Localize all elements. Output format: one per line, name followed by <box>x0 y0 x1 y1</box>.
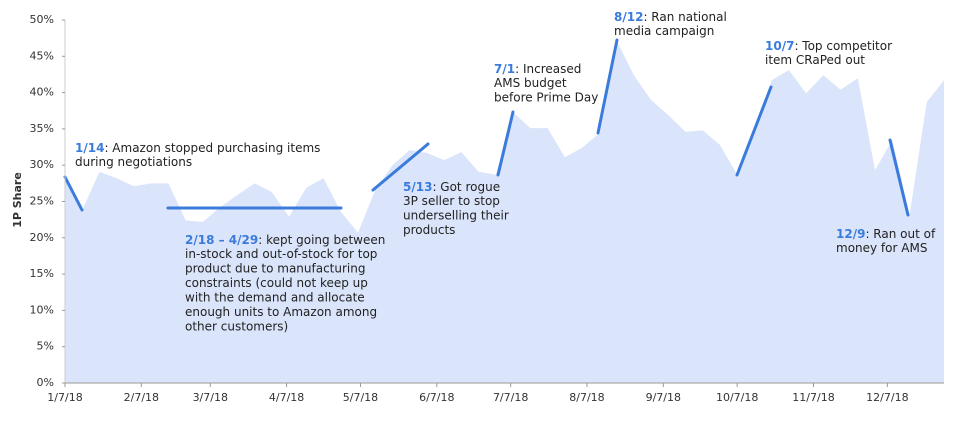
annotation: money for AMS <box>836 241 927 255</box>
annotation-text: : Top competitor <box>794 39 892 53</box>
y-tick-label: 30% <box>30 158 54 171</box>
x-tick-label: 4/7/18 <box>269 391 304 404</box>
annotation: with the demand and allocate <box>185 291 365 305</box>
annotation-text: : Amazon stopped purchasing items <box>104 141 320 155</box>
annotation: 8/12: Ran national <box>614 10 727 24</box>
x-tick-label: 2/7/18 <box>124 391 159 404</box>
annotation-text: : Increased <box>515 62 581 76</box>
x-tick-label: 6/7/18 <box>419 391 454 404</box>
area <box>65 40 944 383</box>
x-tick-label: 3/7/18 <box>193 391 228 404</box>
annotation-segments <box>63 38 910 217</box>
annotation-line <box>888 138 910 217</box>
x-tick-label: 5/7/18 <box>343 391 378 404</box>
annotation-text: : Ran national <box>643 10 726 24</box>
annotation-line <box>496 110 515 177</box>
y-tick-label: 25% <box>30 195 54 208</box>
y-tick-label: 0% <box>37 376 54 389</box>
x-tick-label: 10/7/18 <box>716 391 758 404</box>
annotation: 5/13: Got rogue <box>403 180 500 194</box>
annotation: other customers) <box>185 320 288 334</box>
x-tick-label: 12/7/18 <box>866 391 908 404</box>
y-tick-label: 45% <box>30 49 54 62</box>
annotation: underselling their <box>403 209 509 223</box>
annotation: in-stock and out-of-stock for top <box>185 247 377 261</box>
annotation-date: 5/13 <box>403 180 432 194</box>
annotation-date: 8/12 <box>614 10 643 24</box>
annotation-date: 7/1 <box>494 62 515 76</box>
annotation-date: 10/7 <box>765 39 794 53</box>
annotation: 12/9: Ran out of <box>836 227 936 241</box>
annotation-line <box>735 85 773 177</box>
annotation-line <box>596 38 619 135</box>
annotation-line <box>371 142 430 192</box>
y-tick-label: 40% <box>30 86 54 99</box>
annotation: during negotiations <box>75 155 192 169</box>
annotation: before Prime Day <box>494 91 598 105</box>
annotation: item CRaPed out <box>765 53 865 67</box>
annotation: products <box>403 223 455 237</box>
y-axis-label: 1P Share <box>11 172 24 228</box>
y-tick-label: 50% <box>30 13 54 26</box>
y-tick-label: 20% <box>30 231 54 244</box>
x-tick-label: 11/7/18 <box>792 391 834 404</box>
annotation: media campaign <box>614 24 714 38</box>
x-tick-label: 8/7/18 <box>569 391 604 404</box>
y-tick-label: 5% <box>37 340 54 353</box>
annotation-date: 12/9 <box>836 227 865 241</box>
y-tick-label: 35% <box>30 122 54 135</box>
annotation: constraints (could not keep up <box>185 276 368 290</box>
x-tick-label: 1/7/18 <box>47 391 82 404</box>
annotation: 7/1: Increased <box>494 62 581 76</box>
y-tick-label: 10% <box>30 303 54 316</box>
x-tick-label: 7/7/18 <box>493 391 528 404</box>
annotation-date: 1/14 <box>75 141 104 155</box>
annotation: 3P seller to stop <box>403 194 500 208</box>
annotation-line <box>63 175 84 212</box>
annotation-text: : kept going between <box>258 233 385 247</box>
annotation-date: 2/18 – 4/29 <box>185 233 258 247</box>
annotation: product due to manufacturing <box>185 262 365 276</box>
x-tick-label: 9/7/18 <box>646 391 681 404</box>
annotation: AMS budget <box>494 76 567 90</box>
annotation: enough units to Amazon among <box>185 305 377 319</box>
y-tick-label: 15% <box>30 267 54 280</box>
annotation-text: : Got rogue <box>432 180 500 194</box>
annotation: 2/18 – 4/29: kept going between <box>185 233 385 247</box>
annotation: 1/14: Amazon stopped purchasing items <box>75 141 320 155</box>
annotation-text: : Ran out of <box>865 227 936 241</box>
annotation: 10/7: Top competitor <box>765 39 892 53</box>
